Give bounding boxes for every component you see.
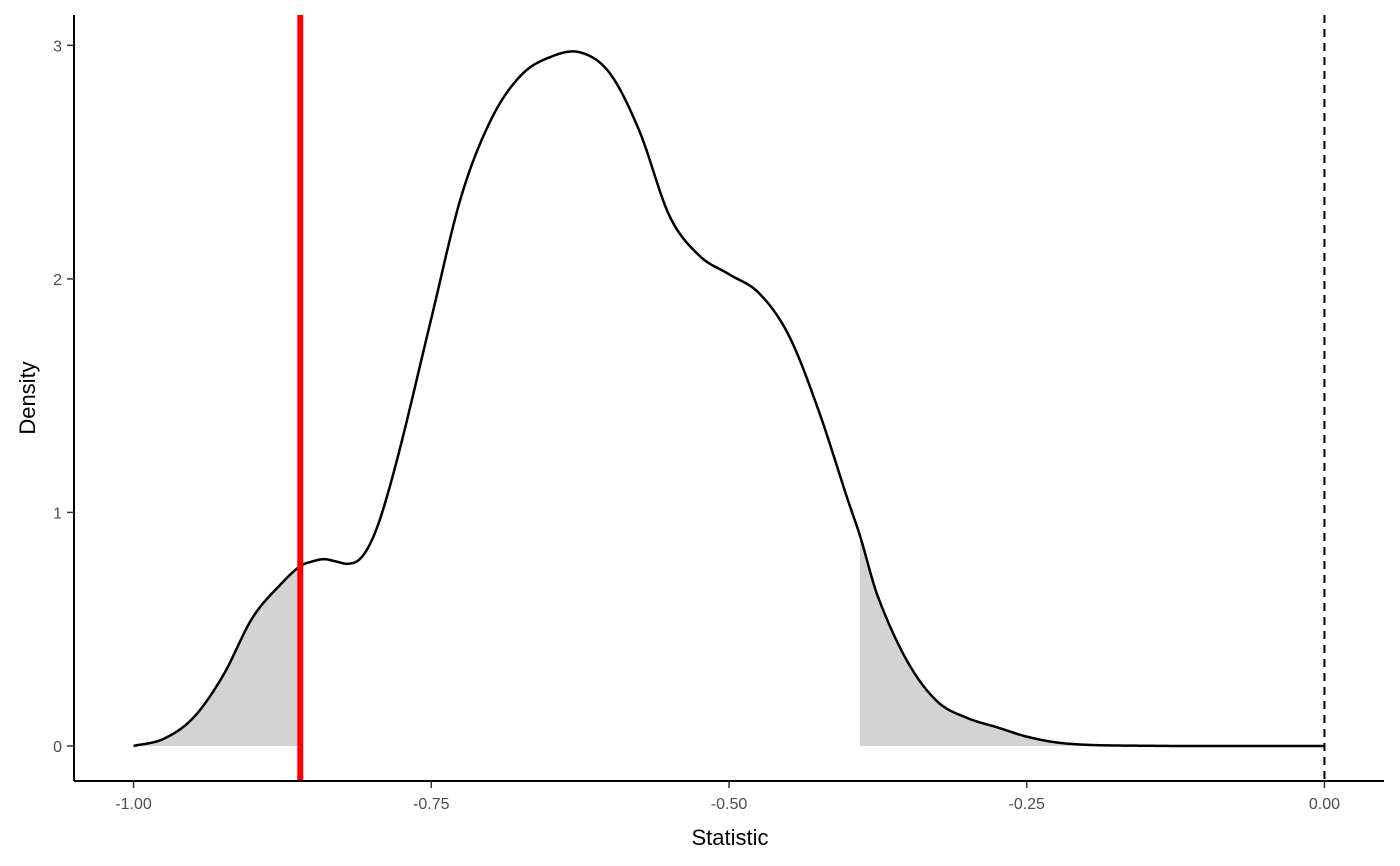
x-ticks: -1.00 -0.75 -0.50 -0.25 0.00 <box>115 781 1340 813</box>
x-tick-label: -0.50 <box>711 796 748 813</box>
shaded-tails <box>133 535 1325 746</box>
y-tick-label: 1 <box>53 505 62 522</box>
y-ticks: 0 1 2 3 <box>53 38 74 756</box>
x-tick-label: 0.00 <box>1309 796 1340 813</box>
y-tick-label: 2 <box>53 272 62 289</box>
x-tick-label: -1.00 <box>115 796 152 813</box>
x-tick-label: -0.75 <box>413 796 450 813</box>
density-curve-layer <box>133 50 1325 748</box>
x-axis-title: Statistic <box>691 825 768 850</box>
lower-tail-area <box>133 566 301 746</box>
density-curve <box>133 50 1325 748</box>
y-axis-title: Density <box>15 361 40 434</box>
y-tick-label: 0 <box>53 739 62 756</box>
x-tick-label: -0.25 <box>1008 796 1045 813</box>
upper-tail-area <box>860 535 1325 746</box>
y-tick-label: 3 <box>53 38 62 55</box>
reference-lines <box>297 15 1326 781</box>
